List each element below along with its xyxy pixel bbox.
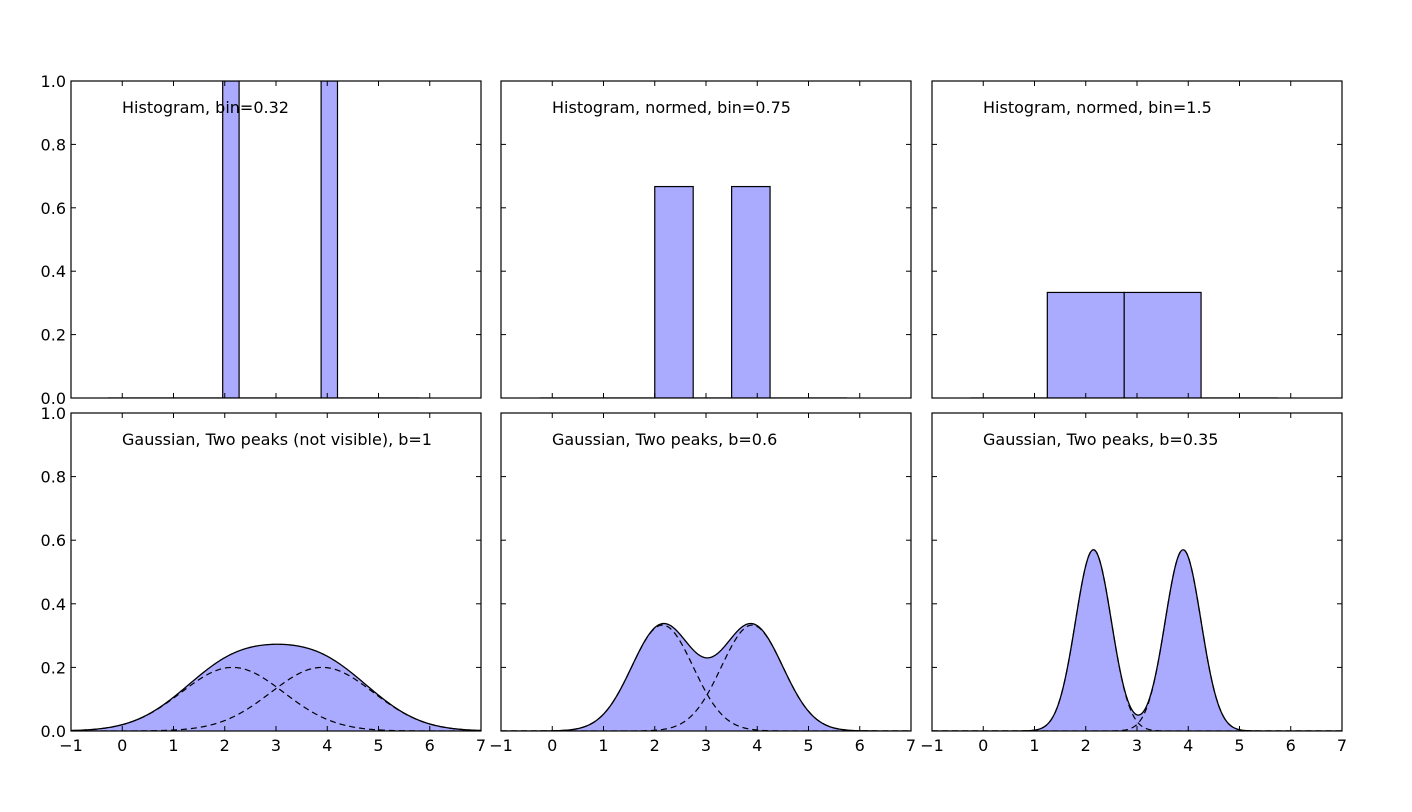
plot-area — [970, 291, 1278, 398]
x-tick-label: 3 — [271, 736, 281, 755]
panel-hist-normed-bin-0.75: Histogram, normed, bin=0.75 — [500, 80, 912, 399]
x-tick-label: 0 — [978, 736, 988, 755]
y-tick-label: 0.2 — [41, 326, 66, 345]
panel-title: Gaussian, Two peaks (not visible), b=1 — [122, 430, 432, 449]
x-tick-label: 4 — [322, 736, 332, 755]
x-tick-label: −1 — [920, 736, 944, 755]
component-curve-1 — [932, 549, 1342, 731]
y-tick-label: 0.0 — [41, 722, 66, 741]
panel-hist-normed-bin-1.5: Histogram, normed, bin=1.5 — [931, 80, 1343, 399]
x-tick-label: 4 — [1183, 736, 1193, 755]
y-tick-label: 0.6 — [41, 531, 66, 550]
x-tick-label: 2 — [650, 736, 660, 755]
plot-area — [932, 549, 1342, 731]
panel-title: Histogram, bin=0.32 — [122, 98, 289, 117]
histogram-bar — [1123, 291, 1202, 398]
x-tick-label: 7 — [476, 736, 486, 755]
y-tick-label: 0.4 — [41, 262, 66, 281]
axes-frame — [500, 80, 912, 399]
plot-area — [107, 81, 420, 398]
y-tick-label: 0.8 — [41, 135, 66, 154]
histogram-bar — [320, 81, 339, 398]
x-tick-label: 7 — [906, 736, 916, 755]
y-tick-label: 1.0 — [41, 404, 66, 423]
y-tick-label: 1.0 — [41, 72, 66, 91]
density-fill — [932, 549, 1342, 731]
x-tick-label: 5 — [373, 736, 383, 755]
axes-frame — [931, 412, 1343, 732]
x-tick-label: 6 — [855, 736, 865, 755]
x-tick-label: 2 — [1081, 736, 1091, 755]
y-tick-label: 0.8 — [41, 468, 66, 487]
x-tick-label: 3 — [1132, 736, 1142, 755]
x-tick-label: 1 — [598, 736, 608, 755]
panel-title: Gaussian, Two peaks, b=0.6 — [552, 430, 777, 449]
x-tick-label: 5 — [1234, 736, 1244, 755]
x-tick-label: 2 — [220, 736, 230, 755]
x-tick-label: 1 — [168, 736, 178, 755]
x-tick-label: 6 — [425, 736, 435, 755]
x-tick-label: 6 — [1286, 736, 1296, 755]
x-tick-label: 7 — [1337, 736, 1347, 755]
x-tick-label: 3 — [701, 736, 711, 755]
panel-gaussian-b-0.35: −1 0 1 2 3 4 5 6 7 Gaussian, Two peaks, b=0.35 — [920, 412, 1347, 755]
y-tick-label: 0.0 — [41, 389, 66, 408]
histogram-bar — [222, 81, 240, 398]
density-curve — [501, 622, 911, 731]
density-curve — [71, 643, 481, 731]
component-curve-2 — [932, 549, 1342, 731]
y-tick-label: 0.2 — [41, 658, 66, 677]
panel-hist-bin-0.32: 0.0 0.2 0.4 0.6 0.8 1.0 Histogram, bin=0.32 — [41, 72, 482, 408]
x-tick-label: 4 — [752, 736, 762, 755]
histogram-bar — [654, 185, 694, 398]
x-tick-label: 1 — [1029, 736, 1039, 755]
x-tick-label: −1 — [59, 736, 83, 755]
y-tick-label: 0.6 — [41, 199, 66, 218]
density-curve — [932, 549, 1342, 731]
x-tick-label: 5 — [803, 736, 813, 755]
y-tick-label: 0.4 — [41, 595, 66, 614]
panel-title: Histogram, normed, bin=0.75 — [552, 98, 791, 117]
histogram-bar — [1046, 291, 1125, 398]
x-tick-label: 0 — [117, 736, 127, 755]
panel-title: Gaussian, Two peaks, b=0.35 — [983, 430, 1218, 449]
panel-title: Histogram, normed, bin=1.5 — [983, 98, 1212, 117]
density-fill — [71, 644, 481, 731]
panel-gaussian-b-1: −1 0 1 2 3 4 5 6 7 0.0 0.2 0.4 0.6 0.8 1.0 Gaussian, Tw… — [41, 404, 487, 755]
histogram-bar — [731, 185, 771, 398]
axes-frame — [70, 80, 482, 399]
x-tick-label: 0 — [547, 736, 557, 755]
density-fill — [501, 623, 911, 731]
panel-gaussian-b-0.6: −1 0 1 2 3 4 5 6 7 Gaussian, Two peaks, b=0.6 — [489, 412, 916, 755]
plot-area — [71, 643, 481, 731]
x-tick-label: −1 — [489, 736, 513, 755]
plot-area — [501, 622, 911, 731]
plot-area — [539, 185, 847, 398]
